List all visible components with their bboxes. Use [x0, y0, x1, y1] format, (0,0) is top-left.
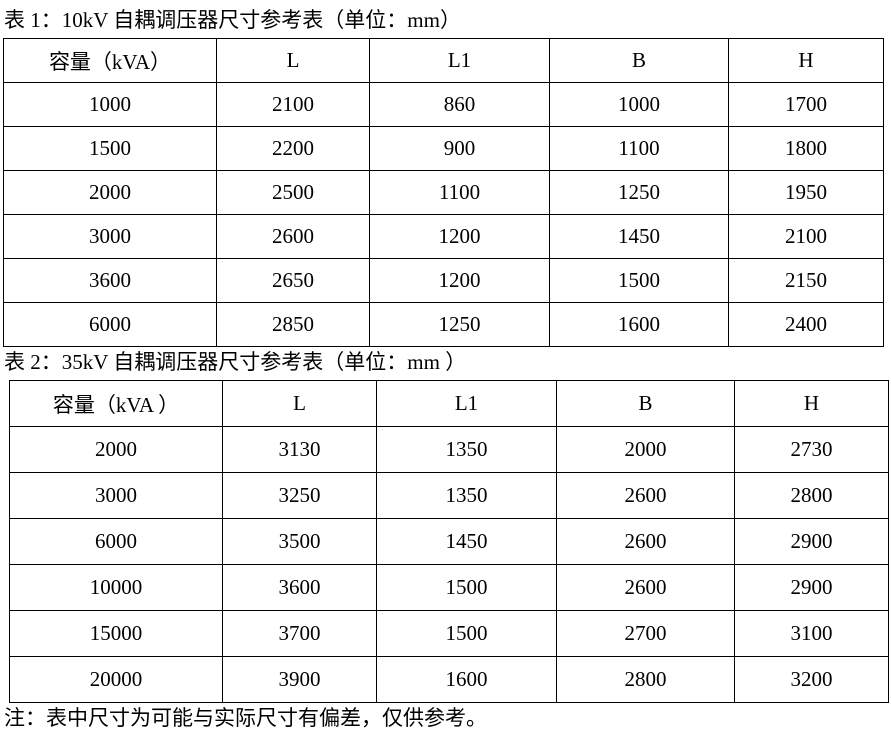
table-row: 6000 3500 1450 2600 2900: [9, 518, 889, 565]
table-cell: 2500: [216, 170, 370, 215]
header-row: 容量（kVA ） L L1 B H: [9, 380, 889, 427]
table-cell: 1450: [549, 214, 729, 259]
table-cell: 1500: [376, 564, 557, 611]
table-row: 15000 3700 1500 2700 3100: [9, 610, 889, 657]
table-cell: 1100: [369, 170, 550, 215]
table-cell: 860: [369, 82, 550, 127]
table-cell: 2850: [216, 302, 370, 347]
table-row: 10000 3600 1500 2600 2900: [9, 564, 889, 611]
table-cell: 2600: [556, 518, 735, 565]
header-row: 容量（kVA） L L1 B H: [3, 38, 884, 83]
column-header: L: [222, 380, 377, 427]
table-row: 2000 2500 1100 1250 1950: [3, 170, 884, 215]
table-cell: 1200: [369, 258, 550, 303]
table-cell: 1000: [549, 82, 729, 127]
table-row: 3600 2650 1200 1500 2150: [3, 258, 884, 303]
footnote: 注：表中尺寸为可能与实际尺寸有偏差，仅供参考。: [4, 706, 487, 730]
table-cell: 3200: [734, 656, 889, 703]
column-header: H: [728, 38, 884, 83]
table-cell: 2100: [216, 82, 370, 127]
table-cell: 3900: [222, 656, 377, 703]
table-cell: 2800: [556, 656, 735, 703]
table-cell: 1500: [376, 610, 557, 657]
table-cell: 2200: [216, 126, 370, 171]
table-cell: 2600: [556, 472, 735, 519]
table-row: 1500 2200 900 1100 1800: [3, 126, 884, 171]
table-cell: 2700: [556, 610, 735, 657]
table-cell: 3250: [222, 472, 377, 519]
table-row: 20000 3900 1600 2800 3200: [9, 656, 889, 703]
table-row: 2000 3130 1350 2000 2730: [9, 426, 889, 473]
table-cell: 2000: [9, 426, 223, 473]
table-cell: 3100: [734, 610, 889, 657]
table-cell: 2400: [728, 302, 884, 347]
table-cell: 2650: [216, 258, 370, 303]
table-cell: 3700: [222, 610, 377, 657]
table-cell: 2000: [3, 170, 217, 215]
table-cell: 6000: [9, 518, 223, 565]
table-cell: 1600: [376, 656, 557, 703]
table-cell: 1250: [549, 170, 729, 215]
column-header: B: [556, 380, 735, 427]
table-cell: 2730: [734, 426, 889, 473]
table-cell: 3600: [3, 258, 217, 303]
table-cell: 1350: [376, 426, 557, 473]
table-cell: 3130: [222, 426, 377, 473]
table-cell: 20000: [9, 656, 223, 703]
table-cell: 2150: [728, 258, 884, 303]
table-cell: 2900: [734, 518, 889, 565]
table-row: 6000 2850 1250 1600 2400: [3, 302, 884, 347]
table-row: 1000 2100 860 1000 1700: [3, 82, 884, 127]
column-header: 容量（kVA）: [3, 38, 217, 83]
table-cell: 1450: [376, 518, 557, 565]
table-cell: 1950: [728, 170, 884, 215]
table-cell: 3500: [222, 518, 377, 565]
column-header: H: [734, 380, 889, 427]
table-cell: 3000: [9, 472, 223, 519]
table-cell: 1000: [3, 82, 217, 127]
table-cell: 1500: [549, 258, 729, 303]
column-header: L1: [376, 380, 557, 427]
table-cell: 1200: [369, 214, 550, 259]
column-header: L1: [369, 38, 550, 83]
table-cell: 15000: [9, 610, 223, 657]
table-cell: 6000: [3, 302, 217, 347]
table-cell: 3000: [3, 214, 217, 259]
table-cell: 2600: [216, 214, 370, 259]
table-cell: 1350: [376, 472, 557, 519]
table1-caption: 表 1：10kV 自耦调压器尺寸参考表（单位：mm）: [4, 8, 461, 32]
table-cell: 1700: [728, 82, 884, 127]
table-cell: 2000: [556, 426, 735, 473]
table-cell: 2900: [734, 564, 889, 611]
table-10kv-dimensions: 容量（kVA） L L1 B H 1000 2100 860 1000 1700 1500 2200 9…: [3, 38, 884, 347]
table-row: 3000 2600 1200 1450 2100: [3, 214, 884, 259]
table-cell: 1800: [728, 126, 884, 171]
table-cell: 900: [369, 126, 550, 171]
table-cell: 1250: [369, 302, 550, 347]
table-cell: 1500: [3, 126, 217, 171]
column-header: 容量（kVA ）: [9, 380, 223, 427]
table-cell: 10000: [9, 564, 223, 611]
table2-caption: 表 2：35kV 自耦调压器尺寸参考表（单位：mm ）: [4, 350, 467, 374]
table-cell: 2600: [556, 564, 735, 611]
table-35kv-dimensions: 容量（kVA ） L L1 B H 2000 3130 1350 2000 2730 3000 325…: [9, 380, 889, 703]
table-cell: 1600: [549, 302, 729, 347]
table-cell: 1100: [549, 126, 729, 171]
table-cell: 2800: [734, 472, 889, 519]
table-row: 3000 3250 1350 2600 2800: [9, 472, 889, 519]
table-cell: 3600: [222, 564, 377, 611]
column-header: L: [216, 38, 370, 83]
table-cell: 2100: [728, 214, 884, 259]
column-header: B: [549, 38, 729, 83]
